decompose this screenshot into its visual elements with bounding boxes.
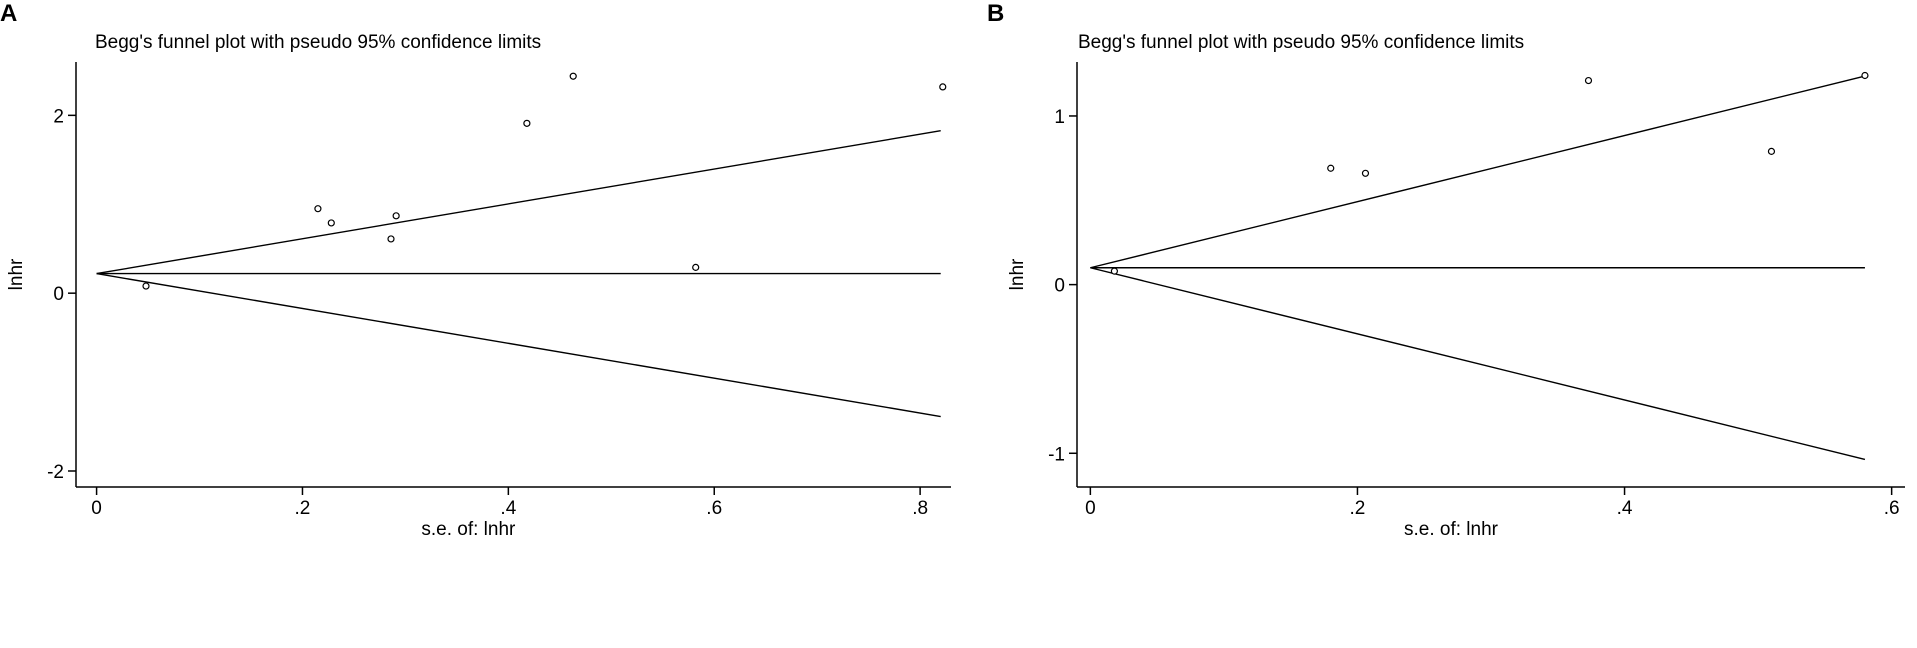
study-point [692, 263, 700, 271]
lower-confidence-limit-line [1090, 267, 1866, 461]
x-tick-label: .6 [1884, 498, 1900, 519]
x-tick-label: .4 [1617, 498, 1633, 519]
panel-label-b: B [987, 0, 1005, 27]
study-point [392, 212, 400, 220]
lower-confidence-limit-line [96, 272, 941, 418]
y-tick-label: -1 [1048, 444, 1065, 465]
x-tick-label: .2 [295, 498, 311, 519]
x-tick-label: .4 [500, 498, 516, 519]
study-point [387, 235, 395, 243]
study-point [939, 83, 947, 91]
funnel-plot-a: Begg's funnel plot with pseudo 95% confi… [6, 32, 951, 540]
study-point [523, 119, 531, 127]
x-tick-label: .8 [912, 498, 928, 519]
x-tick-label: .6 [706, 498, 722, 519]
y-axis-label: lnhr [1007, 258, 1028, 290]
upper-confidence-limit-line [96, 130, 941, 275]
study-point [327, 219, 335, 227]
study-point [1327, 164, 1335, 172]
study-point [1110, 267, 1118, 275]
funnel-plot-b: Begg's funnel plot with pseudo 95% confi… [1007, 32, 1905, 540]
study-point [1584, 76, 1593, 85]
study-point [142, 282, 150, 290]
upper-confidence-limit-line [1090, 75, 1866, 269]
x-tick-label: 0 [1085, 498, 1096, 519]
chart-title: Begg's funnel plot with pseudo 95% confi… [1078, 32, 1524, 53]
study-point [1361, 169, 1370, 177]
x-tick-label: 0 [91, 498, 102, 519]
study-point [569, 72, 577, 80]
x-axis-label: s.e. of: lnhr [1404, 519, 1499, 540]
x-axis-label: s.e. of: lnhr [421, 519, 516, 540]
panel-label-a: A [0, 0, 18, 27]
y-tick-label: -2 [47, 462, 64, 483]
study-point [314, 205, 322, 213]
y-tick-label: 0 [1054, 276, 1065, 297]
funnel-plot-panel-b: B Begg's funnel plot with pseudo 95% con… [975, 0, 1917, 648]
y-tick-label: 1 [1054, 107, 1065, 128]
funnel-plot-panel-a: A Begg's funnel plot with pseudo 95% con… [0, 0, 951, 540]
study-point [1861, 71, 1869, 80]
chart-title: Begg's funnel plot with pseudo 95% confi… [95, 32, 541, 53]
y-axis-label: lnhr [6, 258, 27, 290]
y-tick-label: 2 [53, 106, 64, 127]
x-tick-label: .2 [1350, 498, 1366, 519]
study-point [1767, 147, 1776, 155]
y-tick-label: 0 [53, 284, 64, 305]
